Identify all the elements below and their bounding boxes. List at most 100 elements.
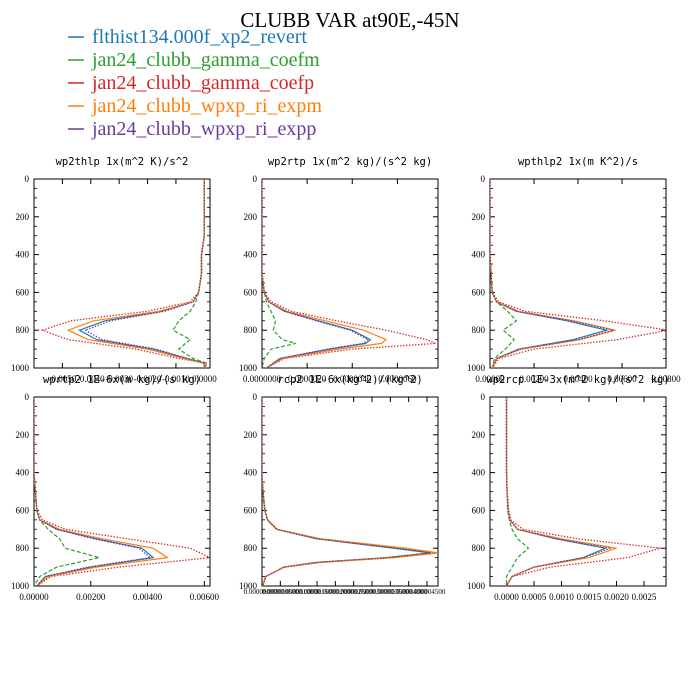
series-line bbox=[66, 179, 205, 368]
x-tick-label: -0.0020 bbox=[134, 374, 162, 384]
y-tick-label: 0 bbox=[253, 174, 258, 184]
y-tick-label: 1000 bbox=[11, 363, 30, 373]
x-tick-label: 0.00800 bbox=[651, 374, 681, 384]
series-line bbox=[262, 179, 372, 368]
x-tick-label: 0.00200 bbox=[519, 374, 549, 384]
series-line bbox=[505, 397, 530, 586]
x-tick-label: -0.0010 bbox=[162, 374, 190, 384]
chart-panel: rcp2 1E-6x(kg^2)/(kg^2) 0 200 400 600 800 1000… bbox=[239, 374, 446, 596]
x-tick-label: 0.0010 bbox=[549, 592, 574, 602]
x-tick-label: 0.000003500 bbox=[372, 588, 409, 596]
x-tick-label: -0.0040 bbox=[77, 374, 105, 384]
series-line bbox=[490, 179, 616, 368]
legend-label: flthist134.000f_xp2_revert bbox=[92, 26, 307, 48]
series-line bbox=[505, 397, 617, 586]
x-tick-label: 0.00400 bbox=[133, 592, 163, 602]
x-tick-label: -0.0030 bbox=[105, 374, 133, 384]
panel-title: wp2rcp 1E-3x(m^2 kg)/(s^2 kg) bbox=[486, 374, 669, 386]
plot-frame bbox=[33, 178, 211, 369]
x-tick-label: 0.0000 bbox=[494, 592, 519, 602]
x-tick-label: 0.00200 bbox=[76, 592, 106, 602]
y-tick-label: 400 bbox=[244, 250, 258, 260]
y-tick-label: 400 bbox=[16, 250, 30, 260]
x-tick-label: -0.0050 bbox=[49, 374, 77, 384]
y-tick-label: 1000 bbox=[11, 581, 30, 591]
series-line bbox=[490, 179, 609, 368]
legend: flthist134.000f_xp2_revertjan24_clubb_ga… bbox=[68, 26, 322, 140]
y-tick-label: 1000 bbox=[239, 581, 258, 591]
chart-panel: wprtp2 1E-6x(m kg)/(s kg) 0 200 400 600 800 10… bbox=[11, 374, 219, 602]
series-line bbox=[262, 397, 431, 586]
chart-panel: wp2rcp 1E-3x(m^2 kg)/(s^2 kg)0 200 400 600 8… bbox=[467, 374, 670, 602]
x-tick-label: 0.0020 bbox=[604, 592, 629, 602]
y-tick-label: 800 bbox=[16, 325, 30, 335]
series-line bbox=[34, 397, 100, 586]
x-tick-label: 0.0000060 bbox=[378, 374, 417, 384]
y-tick-label: 0 bbox=[481, 392, 486, 402]
series-line bbox=[40, 179, 209, 368]
series-line bbox=[262, 179, 388, 368]
x-tick-label: 0.000000000 bbox=[244, 588, 281, 596]
y-tick-label: 600 bbox=[244, 505, 258, 515]
series-line bbox=[172, 179, 209, 368]
x-tick-label: 0.000000500 bbox=[262, 588, 299, 596]
panel-title: wpthlp2 1x(m K^2)/s bbox=[518, 156, 638, 168]
x-tick-label: 0.00600 bbox=[190, 592, 220, 602]
legend-label: jan24_clubb_wpxp_ri_expp bbox=[91, 118, 316, 140]
x-tick-label: 0.0005 bbox=[522, 592, 547, 602]
y-tick-label: 0 bbox=[25, 174, 30, 184]
legend-label: jan24_clubb_wpxp_ri_expm bbox=[91, 95, 322, 117]
series-line bbox=[262, 397, 438, 586]
x-tick-label: 0.0000020 bbox=[288, 374, 327, 384]
panel-title: wprtp2 1E-6x(m kg)/(s kg) bbox=[43, 374, 201, 386]
x-tick-label: 0.000003000 bbox=[354, 588, 391, 596]
y-tick-label: 200 bbox=[16, 212, 30, 222]
plot-frame bbox=[33, 396, 211, 587]
y-tick-label: 0 bbox=[481, 174, 486, 184]
chart-panel: wp2rtp 1x(m^2 kg)/(s^2 kg) 0 200 400 600 800 1… bbox=[239, 156, 439, 384]
legend-label: jan24_clubb_gamma_coefm bbox=[91, 49, 320, 71]
series-line bbox=[262, 397, 431, 586]
y-tick-label: 800 bbox=[244, 325, 258, 335]
y-tick-label: 600 bbox=[244, 287, 258, 297]
panels: wp2thlp 1x(m^2 K)/s^2 0 200 400 600 800 1000 -0… bbox=[11, 156, 681, 602]
y-tick-label: 800 bbox=[472, 325, 486, 335]
series-line bbox=[505, 397, 612, 586]
x-tick-label: 0.000004500 bbox=[409, 588, 446, 596]
y-tick-label: 600 bbox=[16, 287, 30, 297]
series-line bbox=[490, 179, 614, 368]
series-line bbox=[34, 397, 170, 586]
y-tick-label: 1000 bbox=[467, 581, 486, 591]
y-tick-label: 1000 bbox=[467, 363, 486, 373]
x-tick-label: 0.000001500 bbox=[299, 588, 336, 596]
series-line bbox=[83, 179, 205, 368]
series-line bbox=[490, 179, 518, 368]
series-line bbox=[77, 179, 205, 368]
series-line bbox=[34, 397, 152, 586]
x-tick-label: 0.000002000 bbox=[317, 588, 354, 596]
x-tick-label: 0.0000000 bbox=[243, 374, 282, 384]
x-tick-label: 0.0025 bbox=[632, 592, 657, 602]
y-tick-label: 400 bbox=[472, 250, 486, 260]
x-tick-label: 0.000004000 bbox=[390, 588, 427, 596]
y-tick-label: 0 bbox=[25, 392, 30, 402]
series-line bbox=[262, 397, 435, 586]
x-tick-label: 0.0000040 bbox=[333, 374, 372, 384]
y-tick-label: 200 bbox=[472, 430, 486, 440]
x-tick-label: 0.000002500 bbox=[335, 588, 372, 596]
x-tick-label: 0.00000 bbox=[19, 592, 49, 602]
series-line bbox=[262, 179, 370, 368]
y-tick-label: 200 bbox=[244, 212, 258, 222]
y-tick-label: 400 bbox=[16, 468, 30, 478]
x-tick-label: 0.00600 bbox=[607, 374, 637, 384]
series-line bbox=[262, 179, 436, 368]
panel-title: wp2rtp 1x(m^2 kg)/(s^2 kg) bbox=[268, 156, 432, 168]
y-tick-label: 400 bbox=[472, 468, 486, 478]
x-tick-label: 0.00400 bbox=[563, 374, 593, 384]
y-tick-label: 1000 bbox=[239, 363, 258, 373]
y-tick-label: 200 bbox=[16, 430, 30, 440]
plot-frame bbox=[261, 396, 439, 587]
y-tick-label: 600 bbox=[472, 287, 486, 297]
chart-panel: wpthlp2 1x(m K^2)/s020040060080010000.00… bbox=[467, 156, 681, 384]
